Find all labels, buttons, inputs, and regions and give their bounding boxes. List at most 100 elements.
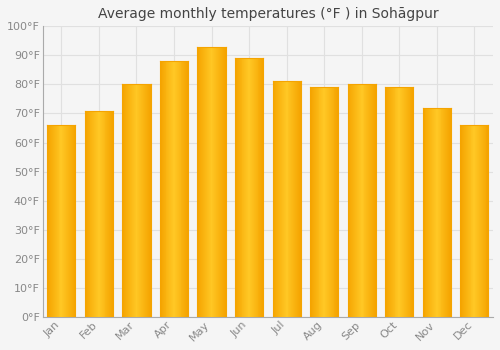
Bar	[292, 82, 293, 317]
Bar	[247, 58, 248, 317]
Bar	[124, 84, 125, 317]
Bar	[364, 84, 366, 317]
Bar	[348, 84, 350, 317]
Bar	[129, 84, 130, 317]
Bar	[74, 125, 76, 317]
Bar	[477, 125, 478, 317]
Bar	[55, 125, 56, 317]
Bar	[295, 82, 296, 317]
Bar	[249, 58, 250, 317]
Bar	[462, 125, 463, 317]
Bar	[94, 111, 95, 317]
Bar	[198, 47, 200, 317]
Bar	[132, 84, 134, 317]
Bar	[131, 84, 132, 317]
Bar	[53, 125, 54, 317]
Bar	[432, 108, 433, 317]
Bar	[355, 84, 356, 317]
Bar	[357, 84, 358, 317]
Bar	[388, 87, 389, 317]
Bar	[424, 108, 426, 317]
Bar	[450, 108, 451, 317]
Bar	[238, 58, 240, 317]
Bar	[288, 82, 290, 317]
Bar	[52, 125, 53, 317]
Bar	[111, 111, 112, 317]
Bar	[63, 125, 64, 317]
Bar	[253, 58, 254, 317]
Bar	[184, 61, 185, 317]
Bar	[62, 125, 63, 317]
Bar	[218, 47, 219, 317]
Bar	[323, 87, 324, 317]
Bar	[95, 111, 96, 317]
Bar	[371, 84, 372, 317]
Bar	[370, 84, 371, 317]
Bar	[281, 82, 282, 317]
Bar	[160, 61, 161, 317]
Bar	[431, 108, 432, 317]
Bar	[296, 82, 297, 317]
Bar	[54, 125, 55, 317]
Bar	[166, 61, 168, 317]
Bar	[286, 82, 288, 317]
Bar	[297, 82, 298, 317]
Bar	[272, 82, 274, 317]
Bar	[444, 108, 445, 317]
Bar	[284, 82, 286, 317]
Bar	[244, 58, 246, 317]
Bar	[99, 111, 100, 317]
Bar	[92, 111, 94, 317]
Bar	[470, 125, 472, 317]
Bar	[369, 84, 370, 317]
Bar	[64, 125, 65, 317]
Bar	[250, 58, 251, 317]
Bar	[327, 87, 328, 317]
Bar	[408, 87, 410, 317]
Bar	[445, 108, 446, 317]
Bar	[168, 61, 170, 317]
Bar	[312, 87, 313, 317]
Bar	[144, 84, 145, 317]
Bar	[67, 125, 68, 317]
Bar	[174, 61, 175, 317]
Bar	[399, 87, 400, 317]
Bar	[324, 87, 325, 317]
Bar	[208, 47, 210, 317]
Bar	[240, 58, 242, 317]
Bar	[410, 87, 412, 317]
Bar	[207, 47, 208, 317]
Bar	[186, 61, 187, 317]
Bar	[146, 84, 147, 317]
Bar	[110, 111, 111, 317]
Bar	[398, 87, 399, 317]
Bar	[72, 125, 74, 317]
Bar	[412, 87, 414, 317]
Bar	[256, 58, 258, 317]
Bar	[484, 125, 486, 317]
Bar	[465, 125, 466, 317]
Bar	[147, 84, 148, 317]
Bar	[332, 87, 334, 317]
Bar	[220, 47, 221, 317]
Bar	[320, 87, 322, 317]
Bar	[428, 108, 429, 317]
Bar	[311, 87, 312, 317]
Bar	[260, 58, 262, 317]
Bar	[464, 125, 465, 317]
Bar	[140, 84, 141, 317]
Bar	[334, 87, 336, 317]
Bar	[182, 61, 184, 317]
Bar	[353, 84, 354, 317]
Bar	[86, 111, 88, 317]
Bar	[390, 87, 391, 317]
Bar	[70, 125, 71, 317]
Bar	[350, 84, 352, 317]
Bar	[172, 61, 173, 317]
Bar	[467, 125, 468, 317]
Bar	[203, 47, 204, 317]
Bar	[136, 84, 138, 317]
Bar	[430, 108, 431, 317]
Bar	[162, 61, 164, 317]
Bar	[223, 47, 224, 317]
